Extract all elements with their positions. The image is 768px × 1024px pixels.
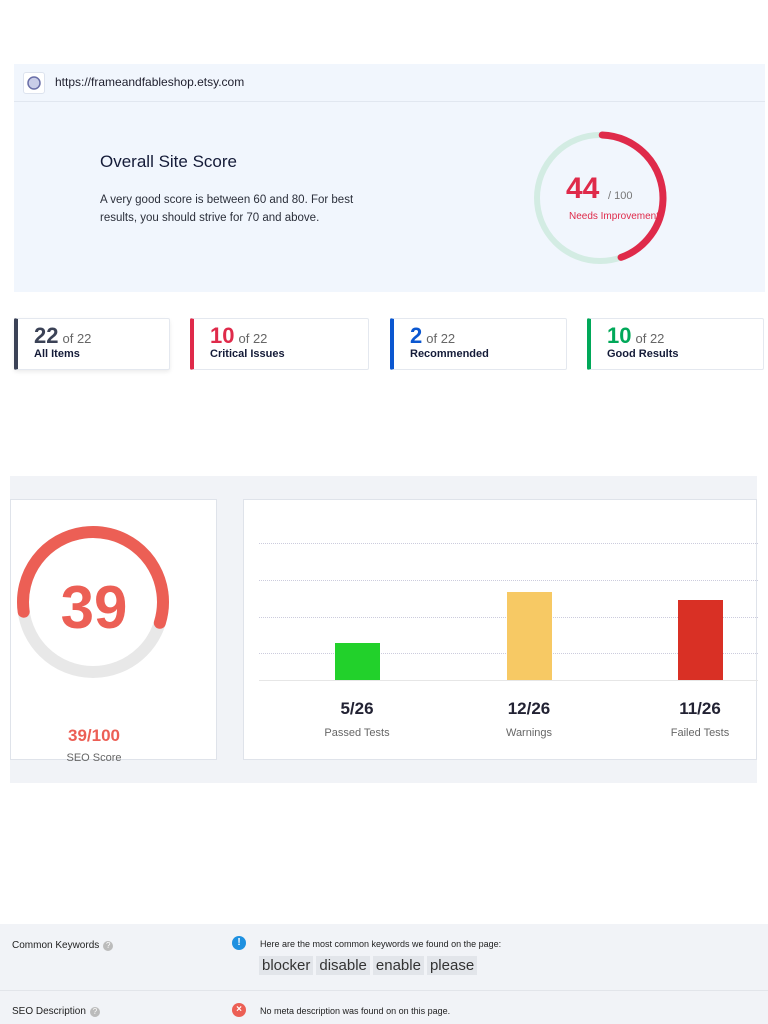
bar-warnings <box>507 592 552 680</box>
keywords-text: Here are the most common keywords we fou… <box>260 939 502 949</box>
bar-value-label: 11/26 <box>679 699 721 718</box>
gridline <box>259 543 758 544</box>
keyword-tag: disable <box>316 956 370 975</box>
url-bar: https://frameandfableshop.etsy.com <box>14 64 765 102</box>
card-count: 2 <box>410 323 423 348</box>
bar-category-label: Passed Tests <box>324 727 390 739</box>
keyword-tag: enable <box>372 956 424 975</box>
row-label-seo-description: SEO Description? <box>12 1006 100 1017</box>
card-label: Recommended <box>410 348 489 360</box>
bar-category-label: Warnings <box>505 727 553 739</box>
site-score-max: / 100 <box>608 190 633 202</box>
card-label: Good Results <box>607 348 679 360</box>
card-total: of 22 <box>426 331 456 346</box>
seo-checks: Common Keywords? ! Here are the most com… <box>0 924 768 1024</box>
seo-description-text: No meta description was found on on this… <box>260 1006 451 1016</box>
card-critical-issues[interactable]: 10 of 22 Critical Issues <box>190 318 369 370</box>
seo-score-text: 39/100 <box>68 726 120 745</box>
gridline <box>259 580 758 581</box>
site-score-arc <box>533 131 667 265</box>
site-url[interactable]: https://frameandfableshop.etsy.com <box>55 75 245 89</box>
error-icon: × <box>232 1003 246 1017</box>
card-total: of 22 <box>238 331 268 346</box>
chart-baseline <box>259 680 758 681</box>
site-score-ring <box>533 131 667 265</box>
score-description: A very good score is between 60 and 80. … <box>100 194 354 224</box>
bar-failed-tests <box>678 600 723 680</box>
test-results-chart: 5/26 Passed Tests 12/26 Warnings 11/26 Failed… <box>243 499 758 760</box>
help-icon[interactable]: ? <box>89 1007 100 1017</box>
seo-score-box: 39 39/100 SEO Score <box>10 499 217 764</box>
help-icon[interactable]: ? <box>103 941 114 951</box>
bar-value-label: 12/26 <box>507 699 551 718</box>
site-score-value: 44 <box>566 172 600 205</box>
keyword-list: blocker disable enable please <box>259 956 480 975</box>
card-recommended[interactable]: 2 of 22 Recommended <box>390 318 567 370</box>
globe-icon <box>23 72 45 94</box>
keyword-tag: please <box>426 956 478 975</box>
bar-category-label: Failed Tests <box>670 727 730 739</box>
site-score-panel: https://frameandfableshop.etsy.com Overa… <box>14 64 765 292</box>
page-title: Overall Site Score <box>100 152 237 171</box>
card-count: 10 <box>607 323 632 348</box>
bar-passed-tests <box>335 643 380 680</box>
seo-score-gauge <box>17 526 169 678</box>
seo-summary: 39 39/100 SEO Score 5/26 Passed Tests 12/2… <box>10 476 758 783</box>
card-count: 10 <box>210 323 235 348</box>
seo-score-arc <box>17 526 169 678</box>
site-score-status: Needs Improvement <box>568 211 660 222</box>
bar-value-label: 5/26 <box>340 699 374 718</box>
divider <box>0 990 768 991</box>
card-label: Critical Issues <box>210 348 285 360</box>
info-icon: ! <box>232 936 246 950</box>
seo-score-value: 39 <box>60 574 128 641</box>
seo-score-label: SEO Score <box>66 752 122 764</box>
card-good-results[interactable]: 10 of 22 Good Results <box>587 318 764 370</box>
card-label: All Items <box>34 348 80 360</box>
card-total: of 22 <box>635 331 665 346</box>
keyword-tag: blocker <box>259 956 314 975</box>
card-all-items[interactable]: 22 of 22 All Items <box>14 318 170 370</box>
card-total: of 22 <box>62 331 92 346</box>
row-label-common-keywords: Common Keywords? <box>12 940 114 951</box>
card-count: 22 <box>34 323 59 348</box>
row-label: SEO Description <box>12 1006 86 1017</box>
row-label: Common Keywords <box>12 940 100 951</box>
